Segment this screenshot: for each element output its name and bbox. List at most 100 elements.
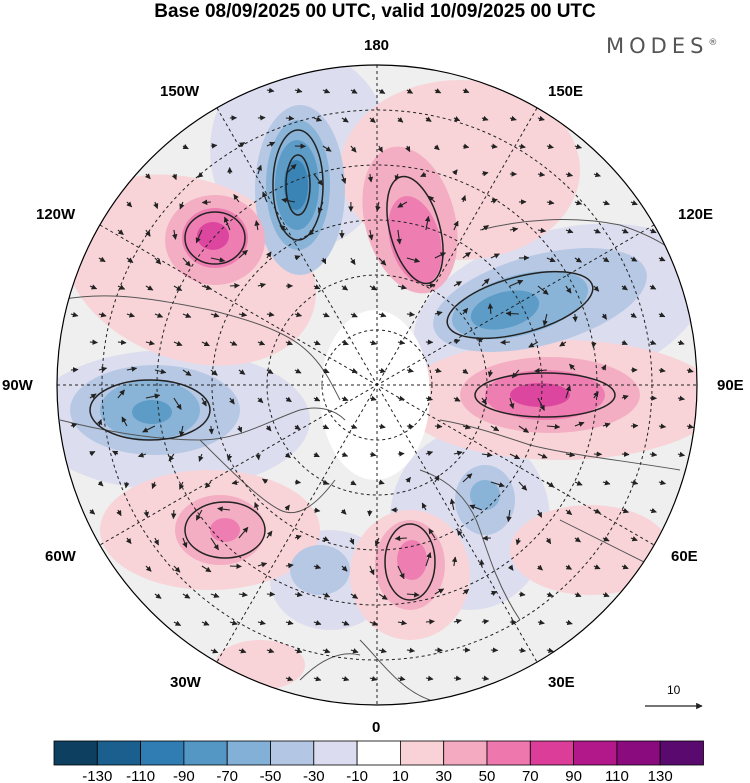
wind-arrow <box>369 620 379 626</box>
wind-arrow <box>254 501 260 511</box>
wind-arrow <box>434 88 442 94</box>
wind-arrow <box>546 591 554 598</box>
wind-arrow <box>420 171 427 177</box>
wind-arrow <box>70 311 79 318</box>
wind-arrow <box>630 536 638 542</box>
wind-arrow <box>168 453 175 462</box>
map-boundary <box>56 64 698 706</box>
wind-arrow <box>574 257 582 263</box>
wind-arrow <box>341 340 349 346</box>
wind-arrow <box>375 201 381 212</box>
colorbar-swatch <box>573 740 618 766</box>
wind-arrow <box>98 366 108 372</box>
wind-arrow <box>322 424 330 430</box>
wind-arrow <box>313 452 320 458</box>
wind-arrow <box>294 591 303 598</box>
wind-arrow <box>350 368 358 374</box>
wind-arrow <box>124 481 130 489</box>
wind-arrow <box>266 141 276 147</box>
wind-arrow <box>237 425 243 433</box>
wind-arrow <box>369 395 377 402</box>
wind-arrow <box>505 310 519 317</box>
wind-arrow <box>117 339 127 346</box>
wind-arrow <box>453 116 461 122</box>
wind-arrow <box>350 257 356 265</box>
wind-arrow <box>210 369 218 376</box>
wind-arrow <box>469 504 483 511</box>
wind-arrow <box>126 366 138 372</box>
wind-arrow <box>621 394 629 401</box>
wind-arrow <box>340 508 347 515</box>
lon-label-60w: 60W <box>45 548 76 565</box>
wind-arrow <box>350 480 357 486</box>
wind-arrow <box>182 593 191 599</box>
wind-arrow <box>451 556 458 567</box>
wind-arrow <box>453 675 462 681</box>
wind-arrow <box>490 198 498 204</box>
wind-arrow <box>565 385 571 399</box>
wind-arrow <box>367 173 374 183</box>
wind-arrow <box>378 257 387 266</box>
wind-arrow <box>341 451 349 457</box>
colorbar-tick-label: 110 <box>605 768 629 783</box>
wind-arrow <box>294 479 302 485</box>
wind-arrow <box>481 115 489 122</box>
colorbar-swatch <box>616 740 661 766</box>
wind-arrow <box>602 422 611 428</box>
wind-arrow <box>182 144 189 150</box>
wind-arrow <box>487 369 494 378</box>
wind-arrow <box>313 620 322 626</box>
wind-arrow <box>518 481 528 491</box>
wind-arrow <box>658 367 666 373</box>
wind-arrow <box>226 453 233 461</box>
wind-arrow <box>542 313 548 327</box>
wind-arrow <box>137 452 147 458</box>
wind-arrow <box>565 451 576 458</box>
wind-arrow <box>153 537 159 546</box>
wind-arrow <box>462 424 471 430</box>
lon-label-90w: 90W <box>2 377 33 394</box>
wind-arrow <box>677 339 685 346</box>
wind-arrow <box>602 536 610 542</box>
wind-arrow <box>377 145 383 153</box>
wind-arrow <box>201 199 211 205</box>
wind-arrow <box>511 369 520 379</box>
wind-arrow <box>428 195 436 203</box>
wind-arrow <box>179 425 185 437</box>
wind-arrow <box>89 393 97 399</box>
wind-arrow <box>406 311 415 318</box>
wind-arrow <box>428 528 436 539</box>
wind-arrow <box>621 284 628 291</box>
wind-arrow <box>229 620 238 626</box>
wind-arrow <box>294 311 303 318</box>
lon-label-150w: 150W <box>160 83 200 100</box>
lon-label-180: 180 <box>364 37 390 54</box>
colorbar-swatch <box>399 740 445 766</box>
colorbar-tick-label: -30 <box>303 768 325 783</box>
wind-arrow <box>593 171 601 178</box>
wind-arrow <box>536 509 543 518</box>
wind-arrow <box>509 115 517 122</box>
wind-arrow <box>537 285 549 295</box>
wind-arrow <box>322 88 331 94</box>
wind-arrow <box>256 164 262 175</box>
wind-arrow <box>350 145 357 153</box>
wind-arrow <box>142 425 156 433</box>
wind-arrow <box>378 593 388 600</box>
wind-arrow <box>397 451 405 457</box>
wind-arrow <box>481 224 489 231</box>
wind-arrow <box>460 194 467 203</box>
wind-arrow <box>369 339 378 346</box>
wind-arrow <box>349 537 355 545</box>
wind-arrow <box>350 648 359 654</box>
registered-mark: ® <box>708 38 718 48</box>
wind-arrow <box>266 648 275 654</box>
wind-arrow <box>341 173 347 184</box>
lon-label-120e: 120E <box>678 206 714 223</box>
wind-arrow <box>350 88 358 94</box>
wind-arrow <box>369 565 375 576</box>
wind-arrow <box>153 201 159 210</box>
wind-arrow <box>658 479 667 486</box>
wind-arrow <box>210 257 226 263</box>
colorbar-swatch <box>226 740 271 766</box>
